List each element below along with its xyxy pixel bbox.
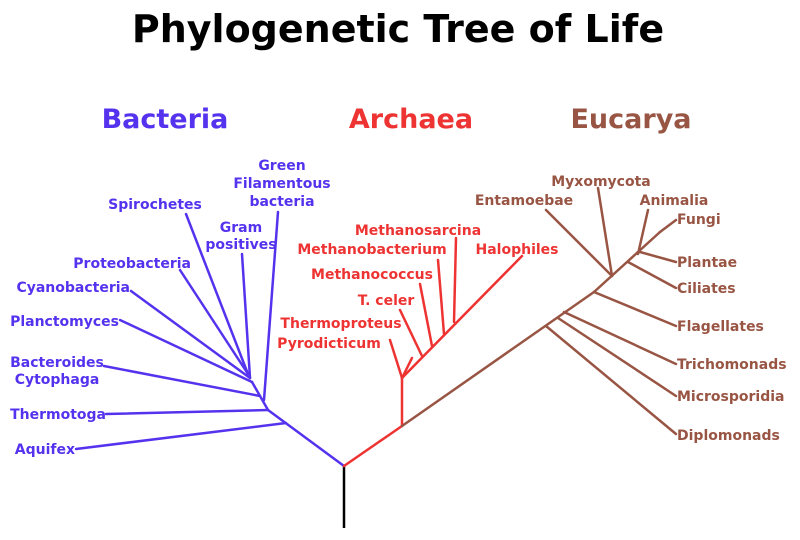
- leaf-label-ciliates: Ciliates: [677, 281, 736, 297]
- domain-label-bacteria: Bacteria: [102, 104, 229, 135]
- branch-aquifex: [74, 421, 288, 451]
- branch-methanococcus: [418, 282, 434, 348]
- leaf-label-trichomonads: Trichomonads: [677, 357, 787, 373]
- bacteria-leaf-labels: Green Filamentous bacteria Spirochetes G…: [10, 158, 331, 458]
- eucarya-branches: [400, 186, 678, 436]
- archaea-branches: [342, 236, 524, 468]
- bacteria-branches: [74, 210, 346, 468]
- leaf-label-gram-line1: Gram: [220, 220, 262, 236]
- leaf-label-t-celer: T. celer: [358, 293, 415, 309]
- branch-fungi: [658, 218, 678, 234]
- leaf-label-thermotoga: Thermotoga: [10, 407, 106, 423]
- leaf-label-pyrodicticum: Pyrodicticum: [277, 336, 381, 352]
- domain-label-eucarya: Eucarya: [570, 104, 691, 135]
- branch-green-filamentous: [262, 210, 280, 402]
- leaf-label-bacteroides-line2: Cytophaga: [15, 372, 100, 388]
- branch-ciliates: [626, 260, 678, 290]
- branch-myxomycota: [596, 186, 614, 278]
- branch-methanosarcina: [452, 236, 458, 324]
- archaea-leaf-labels: Methanosarcina Methanobacterium Halophil…: [277, 223, 558, 352]
- branch-plantae: [638, 250, 678, 264]
- branch-microsporidia: [556, 316, 678, 398]
- branch-diplomonads: [544, 324, 678, 436]
- leaf-label-green-line3: bacteria: [249, 194, 314, 210]
- branch-spirochetes: [184, 212, 250, 376]
- leaf-label-proteobacteria: Proteobacteria: [73, 256, 191, 272]
- branch-bacteroides: [102, 364, 262, 398]
- leaf-label-green-line2: Filamentous: [233, 176, 330, 192]
- leaf-label-plantae: Plantae: [677, 255, 737, 271]
- branch-t-celer: [398, 308, 424, 358]
- leaf-label-fungi: Fungi: [677, 212, 721, 228]
- branch-pyrodicticum: [388, 338, 404, 380]
- leaf-label-animalia: Animalia: [640, 193, 709, 209]
- leaf-label-entamoebae: Entamoebae: [475, 193, 573, 209]
- leaf-label-bacteroides-line1: Bacteroides: [10, 355, 104, 371]
- eucarya-leaf-labels: Myxomycota Entamoebae Animalia Fungi Pla…: [475, 174, 787, 444]
- archaea-upper-branch: [400, 254, 524, 380]
- branch-methanobacterium: [436, 258, 446, 336]
- leaf-label-microsporidia: Microsporidia: [677, 389, 785, 405]
- branch-cyanobacteria: [129, 289, 252, 380]
- leaf-label-green-line1: Green: [258, 158, 305, 174]
- leaf-label-planctomyces: Planctomyces: [10, 314, 119, 330]
- bacteria-main-branch: [266, 408, 346, 468]
- leaf-label-spirochetes: Spirochetes: [108, 197, 202, 213]
- leaf-label-flagellates: Flagellates: [677, 319, 764, 335]
- leaf-label-halophiles: Halophiles: [476, 242, 559, 258]
- branch-gram-positives: [240, 252, 252, 380]
- diagram-title: Phylogenetic Tree of Life: [132, 7, 664, 51]
- branch-planctomyces: [118, 318, 254, 384]
- branch-flagellates: [592, 290, 678, 328]
- eucarya-main-branch: [400, 290, 596, 428]
- leaf-label-diplomonads: Diplomonads: [677, 428, 780, 444]
- leaf-label-thermoproteus: Thermoproteus: [280, 316, 401, 332]
- leaf-label-methanococcus: Methanococcus: [311, 267, 433, 283]
- branch-trichomonads: [562, 310, 678, 366]
- leaf-label-cyanobacteria: Cyanobacteria: [16, 280, 130, 296]
- domain-label-archaea: Archaea: [349, 104, 473, 135]
- leaf-label-methanosarcina: Methanosarcina: [355, 223, 481, 239]
- leaf-label-gram-line2: positives: [205, 237, 276, 253]
- branch-animalia: [636, 208, 650, 256]
- branch-thermotoga: [104, 408, 270, 416]
- branch-proteobacteria: [178, 268, 250, 376]
- branch-entamoebae: [544, 208, 614, 278]
- leaf-label-aquifex: Aquifex: [15, 442, 75, 458]
- archaea-main-branch: [342, 424, 404, 468]
- leaf-label-myxomycota: Myxomycota: [551, 174, 650, 190]
- leaf-label-methanobacterium: Methanobacterium: [297, 242, 446, 258]
